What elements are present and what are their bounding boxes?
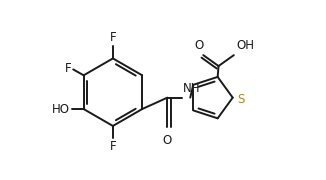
Text: HO: HO: [52, 103, 70, 116]
Text: OH: OH: [236, 39, 254, 52]
Text: F: F: [110, 31, 116, 44]
Text: S: S: [238, 93, 245, 106]
Text: F: F: [65, 62, 72, 75]
Text: NH: NH: [183, 82, 200, 95]
Text: F: F: [110, 140, 116, 153]
Text: O: O: [195, 39, 204, 52]
Text: O: O: [163, 134, 172, 147]
